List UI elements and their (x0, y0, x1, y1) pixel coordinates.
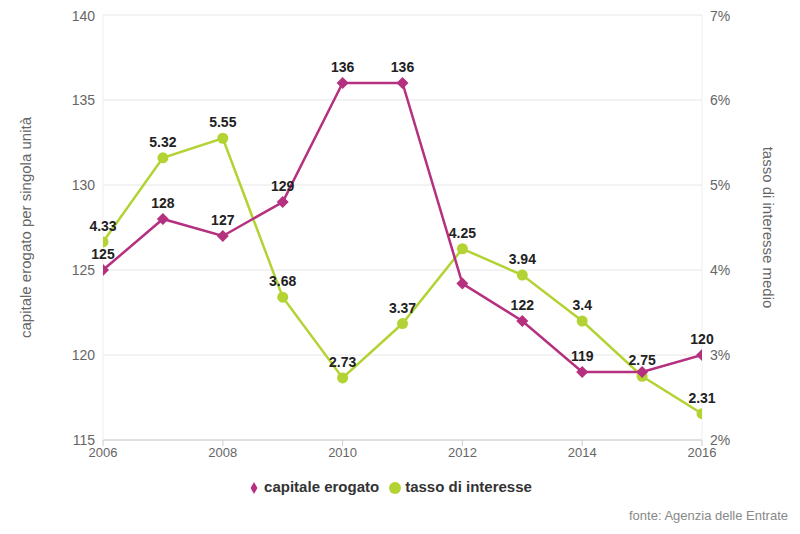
svg-text:135: 135 (72, 92, 96, 108)
svg-text:4.25: 4.25 (449, 225, 476, 241)
svg-text:120: 120 (690, 331, 714, 347)
svg-text:3.94: 3.94 (509, 251, 536, 267)
svg-text:136: 136 (391, 59, 415, 75)
svg-text:2016: 2016 (687, 445, 717, 461)
svg-text:115: 115 (73, 432, 96, 448)
svg-text:2.75: 2.75 (628, 352, 655, 368)
svg-text:4%: 4% (710, 262, 730, 278)
svg-text:136: 136 (331, 59, 355, 75)
svg-text:2014: 2014 (568, 445, 597, 460)
svg-text:129: 129 (271, 178, 295, 194)
svg-text:125: 125 (72, 262, 96, 278)
svg-text:2010: 2010 (328, 445, 357, 460)
svg-text:tasso di interesse medio: tasso di interesse medio (760, 147, 777, 309)
html-text:tasso di interesse: tasso di interesse (405, 478, 532, 495)
svg-text:3.68: 3.68 (269, 273, 296, 289)
svg-text:2008: 2008 (208, 445, 237, 460)
svg-text:5.55: 5.55 (209, 114, 236, 130)
svg-text:6%: 6% (710, 92, 730, 108)
svg-text:2.73: 2.73 (329, 354, 356, 370)
html-text:capitale erogato: capitale erogato (264, 478, 380, 495)
svg-text:125: 125 (91, 246, 115, 262)
svg-text:3%: 3% (710, 347, 730, 363)
svg-text:5.32: 5.32 (149, 134, 176, 150)
svg-text:119: 119 (571, 348, 594, 364)
svg-text:4.33: 4.33 (89, 218, 116, 234)
svg-text:5%: 5% (710, 177, 730, 193)
svg-text:7%: 7% (710, 8, 730, 24)
svg-text:2%: 2% (710, 432, 730, 448)
svg-text:capitale erogato per singola u: capitale erogato per singola unità (17, 116, 34, 338)
svg-text:2006: 2006 (88, 445, 118, 461)
svg-text:122: 122 (511, 297, 535, 313)
svg-text:2012: 2012 (448, 445, 477, 460)
svg-text:130: 130 (72, 177, 96, 193)
svg-text:140: 140 (72, 8, 96, 24)
svg-text:120: 120 (72, 347, 96, 363)
html-text:fonte: Agenzia delle Entrate: fonte: Agenzia delle Entrate (629, 508, 788, 523)
svg-text:128: 128 (151, 195, 175, 211)
svg-text:2.31: 2.31 (688, 390, 715, 406)
svg-text:3.4: 3.4 (572, 297, 592, 313)
svg-text:127: 127 (211, 212, 235, 228)
svg-text:3.37: 3.37 (389, 300, 416, 316)
